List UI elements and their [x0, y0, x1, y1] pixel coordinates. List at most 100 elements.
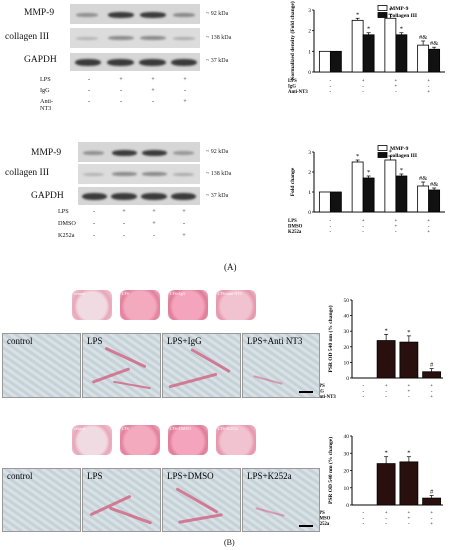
dish-lps-igg [168, 290, 208, 320]
treatment-name: LPS [58, 208, 69, 215]
significance-label: #& [419, 34, 427, 41]
treatment-sign: - [362, 85, 364, 90]
treatment-sign: - [362, 225, 364, 230]
treatment-sign: + [430, 384, 433, 389]
blot1-row-label-1: collagen III [5, 32, 50, 42]
treatment-sign: - [330, 225, 332, 230]
treatment-sign: + [394, 85, 397, 90]
significance-label: * [400, 167, 403, 174]
legend-swatch [377, 12, 388, 18]
treatment-sign: - [330, 219, 332, 224]
bar [422, 371, 442, 379]
bar [399, 461, 419, 506]
blot1-collagen-strip [70, 28, 200, 48]
bar [376, 463, 396, 506]
y-tick-label: 20 [344, 345, 350, 351]
bar [351, 19, 364, 73]
micrograph-label: LPS+DMSO [167, 471, 214, 481]
bar [422, 497, 442, 506]
micrograph-label: control [7, 336, 33, 346]
treatment-sign: - [330, 85, 332, 90]
treatment-sign: + [427, 90, 430, 95]
y-tick-label: 3 [308, 150, 311, 156]
treatment-sign: + [385, 384, 388, 389]
treatment-sign: + [362, 219, 365, 224]
bar [395, 34, 408, 73]
y-tick-label: 10 [344, 486, 350, 492]
significance-label: #& [419, 175, 427, 182]
treatment-sign: + [427, 79, 430, 84]
treatment-name: DMSO [288, 225, 303, 230]
treatment-sign: - [363, 517, 365, 522]
treatment-sign: + [385, 511, 388, 516]
dish-label: control [74, 291, 86, 296]
legend-label: MMP-9 [390, 146, 409, 152]
sign: - [182, 220, 186, 227]
chart-a1: 0 1 2 3 Normalized density (Fold change) * * * *… [288, 1, 445, 95]
treatment-sign: - [363, 522, 365, 527]
y-tick-label: 30 [344, 329, 350, 335]
b-set2-micrographs: control LPS LPS+DMSO LPS+K252a [0, 468, 320, 533]
treatment-sign: - [431, 517, 433, 522]
blot2-row-label-1: collagen III [5, 168, 50, 178]
legend-swatch [377, 145, 388, 151]
sign: - [151, 98, 155, 105]
sign: + [152, 208, 156, 215]
y-tick-label: 30 [344, 451, 350, 457]
treatment-sign: + [394, 219, 397, 224]
dish-label: control [74, 426, 86, 431]
b-set2-dishes: control LPS LPS+DMSO LPS+K252a [72, 425, 272, 465]
sign: + [119, 76, 123, 83]
sign: - [183, 87, 187, 94]
bar [329, 191, 342, 213]
sign: - [92, 220, 96, 227]
sign: - [119, 87, 123, 94]
dish-lps [120, 290, 160, 320]
bar [384, 17, 397, 73]
blot2: MMP-9 collagen III GAPDH ~ 92 kDa ~ 138 … [0, 140, 300, 260]
significance-label: * [407, 450, 410, 457]
micrograph: control [2, 333, 81, 398]
significance-label: * [367, 169, 370, 176]
treatment-name: LPS [318, 384, 325, 389]
bar [318, 191, 331, 213]
bar [428, 48, 441, 73]
treatment-sign: - [330, 90, 332, 95]
treatment-sign: - [363, 390, 365, 395]
b-set1-micrographs: control LPS LPS+IgG LPS+Anti NT3 [0, 333, 320, 398]
micrograph-label: control [7, 471, 33, 481]
significance-label: # [430, 489, 434, 496]
y-tick-label: 1 [308, 190, 311, 196]
significance-label: * [367, 26, 370, 33]
treatment-name: Anti-NT3 [318, 395, 336, 400]
treatment-sign: + [430, 522, 433, 527]
micrograph: LPS+K252a [242, 468, 320, 532]
legend-label: MMP-9 [390, 6, 409, 12]
y-tick-label: 0 [346, 503, 349, 509]
blot2-row-label-2: GAPDH [31, 191, 64, 201]
sign: - [87, 76, 91, 83]
legend-swatch [377, 152, 388, 158]
y-tick-label: 0 [308, 210, 311, 216]
sign: - [122, 232, 126, 239]
treatment-sign: - [330, 230, 332, 235]
y-axis-label: Fold change [290, 167, 296, 196]
y-axis-label: PSR OD 540 nm (% change) [327, 437, 334, 504]
micrograph: control [2, 468, 81, 532]
micrograph-label: LPS+K252a [247, 471, 292, 481]
treatment-sign: - [431, 390, 433, 395]
bar [362, 34, 375, 73]
treatment-sign: + [394, 225, 397, 230]
significance-label: #& [430, 40, 438, 47]
blot1-row-label-0: MMP-9 [24, 8, 55, 18]
sign: + [151, 87, 155, 94]
treatment-sign: + [407, 511, 410, 516]
dish-lps [120, 425, 160, 455]
treatment-sign: + [362, 79, 365, 84]
treatment-name: LPS [40, 76, 51, 83]
treatment-sign: - [363, 395, 365, 400]
treatment-sign: + [430, 511, 433, 516]
sign: + [151, 76, 155, 83]
treatment-sign: - [330, 79, 332, 84]
